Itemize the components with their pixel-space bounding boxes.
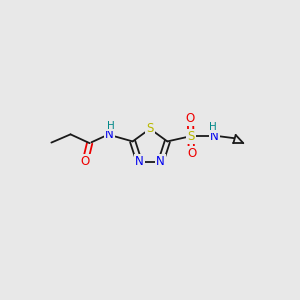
- Text: N: N: [156, 155, 165, 168]
- Text: N: N: [135, 155, 144, 168]
- Text: O: O: [186, 112, 195, 125]
- Text: S: S: [187, 130, 195, 142]
- Text: O: O: [187, 147, 196, 160]
- Text: S: S: [146, 122, 154, 135]
- Text: H: H: [209, 122, 217, 132]
- Text: O: O: [81, 155, 90, 168]
- Text: N: N: [210, 130, 219, 142]
- Text: H: H: [107, 121, 114, 130]
- Text: N: N: [105, 128, 114, 141]
